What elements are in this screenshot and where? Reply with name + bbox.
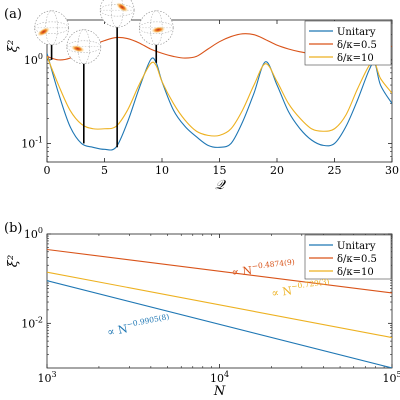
legend: Unitary δ/κ=0.5 δ/κ=10 bbox=[304, 20, 392, 66]
legend-box bbox=[304, 234, 392, 280]
x-tick-label-exp: 4 bbox=[224, 370, 229, 379]
panel-label: (a) bbox=[4, 7, 22, 22]
annotation-exponent: −0.4874(9) bbox=[251, 257, 295, 270]
legend-label: δ/κ=10 bbox=[337, 267, 374, 278]
sphere-outline bbox=[34, 10, 69, 46]
bloch-sphere bbox=[34, 10, 69, 46]
x-axis-label: N bbox=[213, 384, 226, 399]
y-tick-label-base: 10 bbox=[24, 54, 38, 67]
annotation-exponent: −0.9905(8) bbox=[126, 312, 170, 329]
legend-label: δ/κ=0.5 bbox=[337, 254, 377, 265]
annotation-prefix: ∝ N bbox=[271, 284, 294, 300]
x-tick-label: 104 bbox=[210, 370, 229, 385]
bloch-sphere bbox=[66, 29, 102, 65]
scaling-annotation: ∝ N−0.9905(8) bbox=[106, 312, 171, 339]
x-tick-label: 25 bbox=[328, 164, 342, 177]
y-axis-label: ξ² bbox=[6, 255, 21, 267]
annotation-prefix: ∝ N bbox=[231, 264, 253, 279]
panel-a: (a)0 5 10 15 20 25 3010-1100𝒬ξ²Unitaryδ/κ=0.5δ… bbox=[4, 0, 399, 193]
legend-label: δ/κ=0.5 bbox=[337, 40, 377, 51]
bloch-sphere bbox=[99, 0, 135, 28]
bloch-sphere bbox=[138, 10, 174, 46]
legend-label: δ/κ=10 bbox=[337, 53, 374, 64]
x-tick-label: 30 bbox=[385, 164, 399, 177]
x-tick-label: 15 bbox=[213, 164, 227, 177]
x-tick-label-base: 10 bbox=[37, 372, 51, 385]
x-tick-label: 0 bbox=[44, 164, 51, 177]
y-tick-label-exp: -2 bbox=[35, 315, 43, 324]
series-line-2 bbox=[47, 271, 392, 339]
x-tick-label-base: 10 bbox=[382, 372, 396, 385]
y-tick-label-exp: -1 bbox=[35, 135, 43, 144]
x-tick-label-exp: 3 bbox=[51, 370, 56, 379]
annotation-prefix: ∝ N bbox=[106, 322, 129, 339]
series-line-0 bbox=[47, 280, 392, 368]
squeezed-state-blob bbox=[116, 2, 129, 12]
squeezed-state-blob bbox=[70, 45, 85, 53]
plot-area bbox=[47, 248, 392, 368]
y-tick-label-base: 10 bbox=[21, 317, 35, 330]
panel-label: (b) bbox=[4, 221, 22, 236]
panel-b: (b)103 104 10510-2100Nξ²Unitaryδ/κ=0.5δ/κ=… bbox=[4, 221, 400, 399]
x-tick-label-base: 10 bbox=[210, 372, 224, 385]
series-line-1 bbox=[47, 248, 392, 294]
legend-box bbox=[304, 20, 392, 66]
scaling-annotation: ∝ N−0.4874(9) bbox=[231, 257, 296, 279]
x-axis-label: 𝒬 bbox=[215, 178, 227, 193]
y-tick-label: 100 bbox=[24, 226, 43, 241]
scaling-annotation: ∝ N−0.729(3) bbox=[270, 277, 331, 300]
y-tick-label: 100 bbox=[24, 52, 43, 67]
y-tick-label: 10-1 bbox=[21, 135, 43, 150]
y-tick-label-base: 10 bbox=[21, 137, 35, 150]
legend-label: Unitary bbox=[337, 27, 376, 38]
x-tick-label: 10 bbox=[155, 164, 169, 177]
x-tick-label-exp: 5 bbox=[396, 370, 400, 379]
series-line-2 bbox=[47, 56, 392, 137]
x-tick-label: 103 bbox=[37, 370, 56, 385]
sphere-meridian bbox=[77, 29, 91, 64]
x-tick-label: 5 bbox=[101, 164, 108, 177]
annotation-exponent: −0.729(3) bbox=[291, 277, 330, 291]
y-tick-label-exp: 0 bbox=[38, 226, 43, 235]
x-tick-label: 20 bbox=[270, 164, 284, 177]
squeezed-state-blob bbox=[37, 27, 50, 37]
y-axis-label: ξ² bbox=[6, 40, 21, 52]
squeezed-state-blob bbox=[151, 26, 166, 34]
series-line-0 bbox=[47, 53, 392, 151]
y-tick-label-base: 10 bbox=[24, 228, 38, 241]
x-tick-label: 105 bbox=[382, 370, 400, 385]
legend: Unitary δ/κ=0.5 δ/κ=10 bbox=[304, 234, 392, 280]
legend-label: Unitary bbox=[337, 241, 376, 252]
sphere-meridian bbox=[45, 10, 58, 46]
y-tick-label-exp: 0 bbox=[38, 52, 43, 61]
y-tick-label: 10-2 bbox=[21, 315, 43, 330]
